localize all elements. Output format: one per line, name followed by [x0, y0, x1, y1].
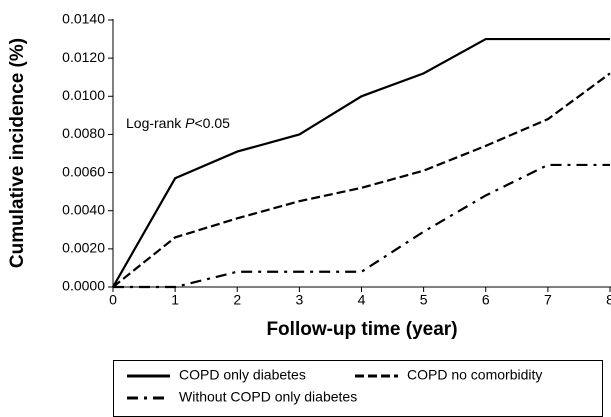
y-axis-title: Cumulative incidence (%)	[7, 38, 28, 268]
x-tick-label: 1	[171, 292, 179, 308]
x-tick-label: 3	[295, 292, 303, 308]
x-tick-label: 2	[233, 292, 241, 308]
annotation-text: P	[185, 115, 195, 131]
x-tick-label: 0	[109, 292, 117, 308]
y-tick-label: 0.0100	[62, 87, 105, 103]
y-tick-label: 0.0040	[62, 201, 105, 217]
y-tick-label: 0.0060	[62, 163, 105, 179]
series-line	[113, 163, 610, 289]
legend-label: COPD no comorbidity	[407, 367, 542, 383]
y-tick-label: 0.0140	[62, 11, 105, 27]
y-tick-label: 0.0000	[62, 278, 105, 294]
annotation-text: Log-rank	[126, 115, 185, 131]
y-tick-label: 0.0020	[62, 240, 105, 256]
annotation: Log-rank P<0.05	[126, 115, 230, 131]
x-tick-label: 4	[358, 292, 366, 308]
x-tick-label: 8	[606, 292, 611, 308]
series-line	[112, 72, 611, 288]
series-line	[112, 37, 610, 288]
y-tick-label: 0.0120	[62, 49, 105, 65]
x-tick-label: 7	[544, 292, 552, 308]
y-tick-label: 0.0080	[62, 125, 105, 141]
x-tick-label: 6	[482, 292, 490, 308]
legend-label: Without COPD only diabetes	[179, 389, 357, 405]
x-tick-label: 5	[420, 292, 428, 308]
x-axis-title: Follow-up time (year)	[266, 319, 457, 340]
legend-label: COPD only diabetes	[179, 367, 306, 383]
annotation-text: <0.05	[195, 115, 231, 131]
